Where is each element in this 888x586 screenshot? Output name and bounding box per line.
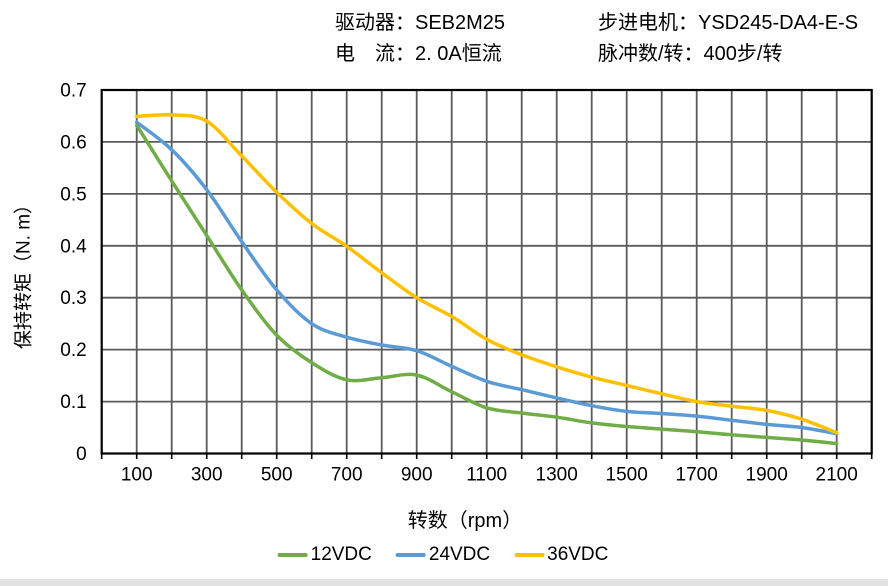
x-axis-title: 转数（rpm） [407,510,523,532]
legend: 12VDC 24VDC 36VDC [277,544,608,566]
y-tick-label: 0 [76,444,87,465]
x-tick-label: 1900 [746,465,788,486]
y-tick-label: 0.6 [60,132,86,153]
x-tick-label: 100 [121,465,153,486]
y-tick-label: 0.5 [60,184,86,205]
y-tick-label: 0.1 [60,392,86,413]
legend-item-24vdc: 24VDC [395,544,491,566]
legend-label: 24VDC [428,544,491,565]
current-info: 电 流：2. 0A恒流 [335,43,502,65]
legend-line-swatch [514,553,545,557]
header-left-column: 驱动器：SEB2M25 电 流：2. 0A恒流 [335,8,505,70]
legend-label: 36VDC [547,544,609,565]
x-tick-label: 300 [191,465,223,486]
driver-info: 驱动器：SEB2M25 [335,12,506,34]
legend-item-12vdc: 12VDC [277,544,372,566]
x-tick-label: 1700 [676,465,718,486]
x-tick-label: 700 [331,465,363,486]
legend-line-swatch [395,553,426,557]
curve-36vdc [134,112,839,435]
motor-model-info: 步进电机：YSD245-DA4-E-S [598,12,859,34]
legend-line-swatch [277,553,308,557]
x-tick-label: 1100 [466,465,507,486]
x-tick-label: 500 [261,465,293,486]
x-tick-label: 1500 [606,465,648,486]
y-tick-label: 0.4 [60,236,87,257]
curve-24vdc [134,120,839,436]
plot-border [100,88,873,455]
x-tick-label: 900 [401,465,433,486]
pulses-per-rev-info: 脉冲数/转：400步/转 [598,43,783,65]
window-bottom-strip [0,579,888,586]
legend-label: 12VDC [310,544,372,565]
y-tick-label: 0.2 [60,340,86,361]
y-axis-title: 保持转矩（N. m） [13,194,35,350]
header-right-column: 步进电机：YSD245-DA4-E-S 脉冲数/转：400步/转 [598,8,858,70]
x-tick-label: 1300 [536,465,578,486]
x-tick-label: 2100 [816,465,858,486]
curve-12vdc [134,123,839,446]
y-tick-label: 0.3 [60,288,86,309]
y-tick-label: 0.7 [60,81,86,102]
legend-item-36vdc: 36VDC [514,544,608,566]
